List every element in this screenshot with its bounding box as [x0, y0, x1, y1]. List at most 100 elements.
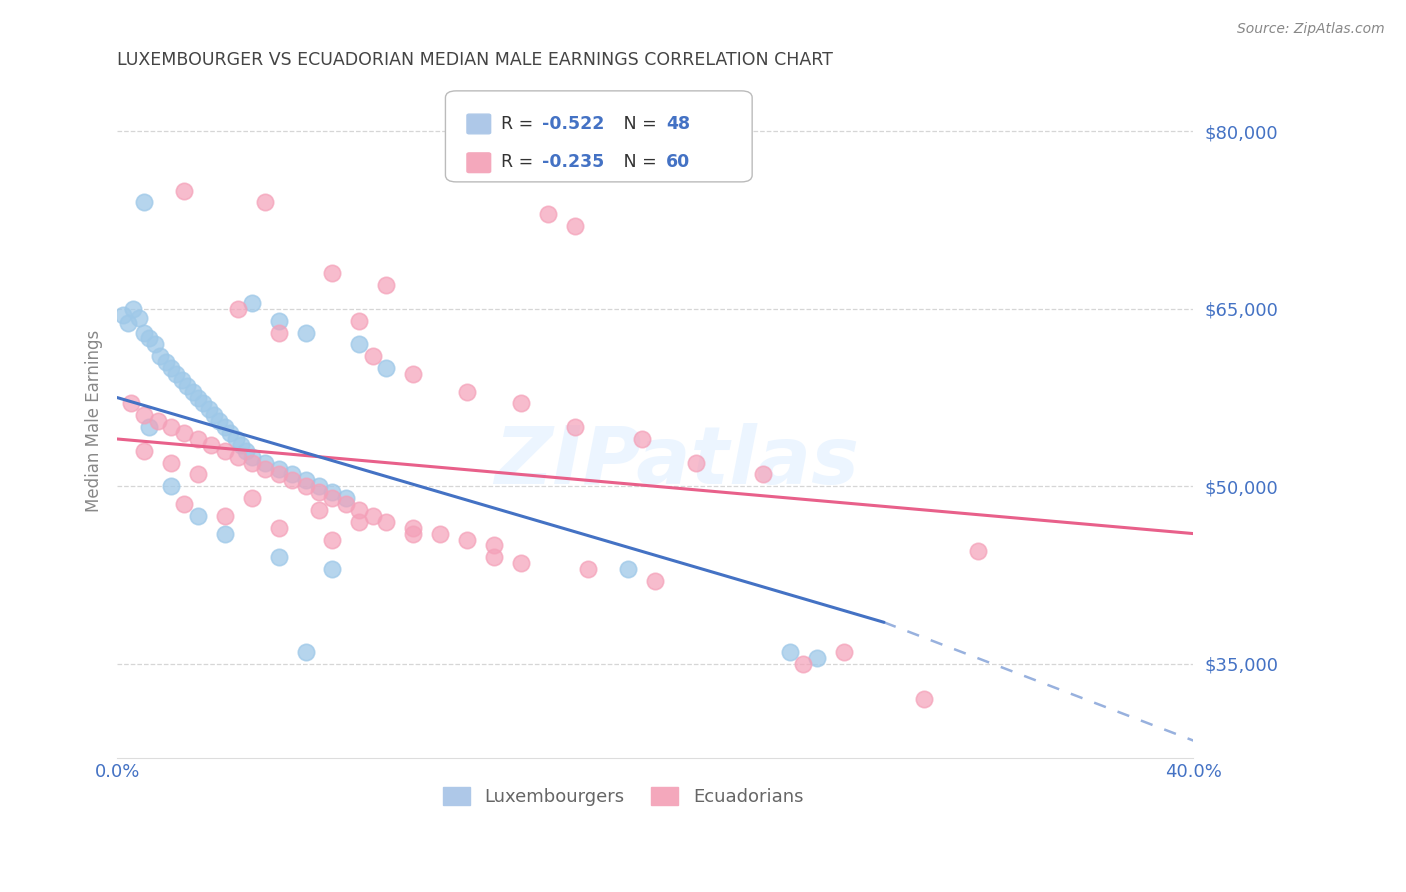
Point [128, 311, 150, 326]
Y-axis label: Median Male Earnings: Median Male Earnings [86, 330, 103, 512]
Point [193, 396, 215, 410]
Point [335, 491, 357, 505]
Point [176, 378, 198, 392]
Point [361, 508, 384, 523]
Point [456, 384, 478, 399]
Point [200, 438, 222, 452]
Point [160, 361, 183, 376]
Point [197, 402, 219, 417]
Point [402, 367, 425, 381]
Point [240, 296, 263, 310]
Point [335, 497, 357, 511]
Point [214, 508, 236, 523]
Point [617, 562, 640, 576]
Point [132, 195, 155, 210]
Legend: Luxembourgers, Ecuadorians: Luxembourgers, Ecuadorians [436, 780, 811, 814]
Point [187, 391, 209, 405]
Point [240, 491, 263, 505]
Point [321, 562, 343, 576]
Point [160, 456, 183, 470]
Point [321, 491, 343, 505]
Point [456, 533, 478, 547]
Point [155, 355, 177, 369]
Point [267, 326, 290, 340]
Point [187, 508, 209, 523]
Point [267, 550, 290, 565]
Point [509, 556, 531, 570]
Point [267, 467, 290, 482]
Point [170, 373, 193, 387]
FancyBboxPatch shape [446, 91, 752, 182]
Point [294, 474, 316, 488]
Point [308, 485, 330, 500]
Text: R =: R = [502, 153, 538, 171]
Point [267, 461, 290, 475]
Point [202, 409, 225, 423]
Point [349, 515, 371, 529]
Point [254, 195, 277, 210]
Point [281, 467, 304, 482]
Point [187, 432, 209, 446]
Point [173, 497, 195, 511]
Point [402, 521, 425, 535]
Point [214, 526, 236, 541]
Point [349, 337, 371, 351]
Point [281, 474, 304, 488]
Text: -0.522: -0.522 [543, 115, 605, 133]
FancyBboxPatch shape [467, 153, 491, 172]
Point [308, 503, 330, 517]
Point [779, 645, 801, 659]
Point [254, 456, 277, 470]
Point [214, 443, 236, 458]
Text: Source: ZipAtlas.com: Source: ZipAtlas.com [1237, 22, 1385, 37]
Point [792, 657, 814, 671]
Point [254, 461, 277, 475]
Point [564, 420, 586, 434]
Text: ZIPatlas: ZIPatlas [495, 423, 859, 500]
Point [208, 414, 231, 428]
Point [685, 456, 707, 470]
Text: 60: 60 [666, 153, 690, 171]
Point [564, 219, 586, 233]
Point [576, 562, 599, 576]
Point [509, 396, 531, 410]
Point [806, 650, 828, 665]
Point [214, 420, 236, 434]
Point [294, 479, 316, 493]
Point [294, 326, 316, 340]
Point [402, 526, 425, 541]
Point [482, 550, 505, 565]
Point [165, 367, 187, 381]
Point [537, 207, 560, 221]
Point [111, 308, 134, 322]
Point [117, 316, 139, 330]
Point [267, 314, 290, 328]
Point [149, 349, 172, 363]
Point [120, 396, 142, 410]
Point [321, 266, 343, 280]
Point [138, 420, 160, 434]
Point [321, 485, 343, 500]
Point [187, 467, 209, 482]
Text: 48: 48 [666, 115, 690, 133]
Point [122, 301, 145, 316]
Point [146, 414, 169, 428]
Point [225, 432, 247, 446]
Point [308, 479, 330, 493]
Text: N =: N = [607, 115, 662, 133]
Point [132, 409, 155, 423]
Point [138, 331, 160, 345]
Point [240, 450, 263, 464]
Text: -0.235: -0.235 [543, 153, 605, 171]
FancyBboxPatch shape [467, 114, 491, 134]
Point [173, 184, 195, 198]
Point [226, 450, 249, 464]
Point [375, 278, 398, 293]
Point [294, 645, 316, 659]
Point [219, 425, 242, 440]
Point [349, 314, 371, 328]
Point [912, 692, 935, 706]
Point [229, 438, 252, 452]
Point [143, 337, 166, 351]
Point [644, 574, 666, 588]
